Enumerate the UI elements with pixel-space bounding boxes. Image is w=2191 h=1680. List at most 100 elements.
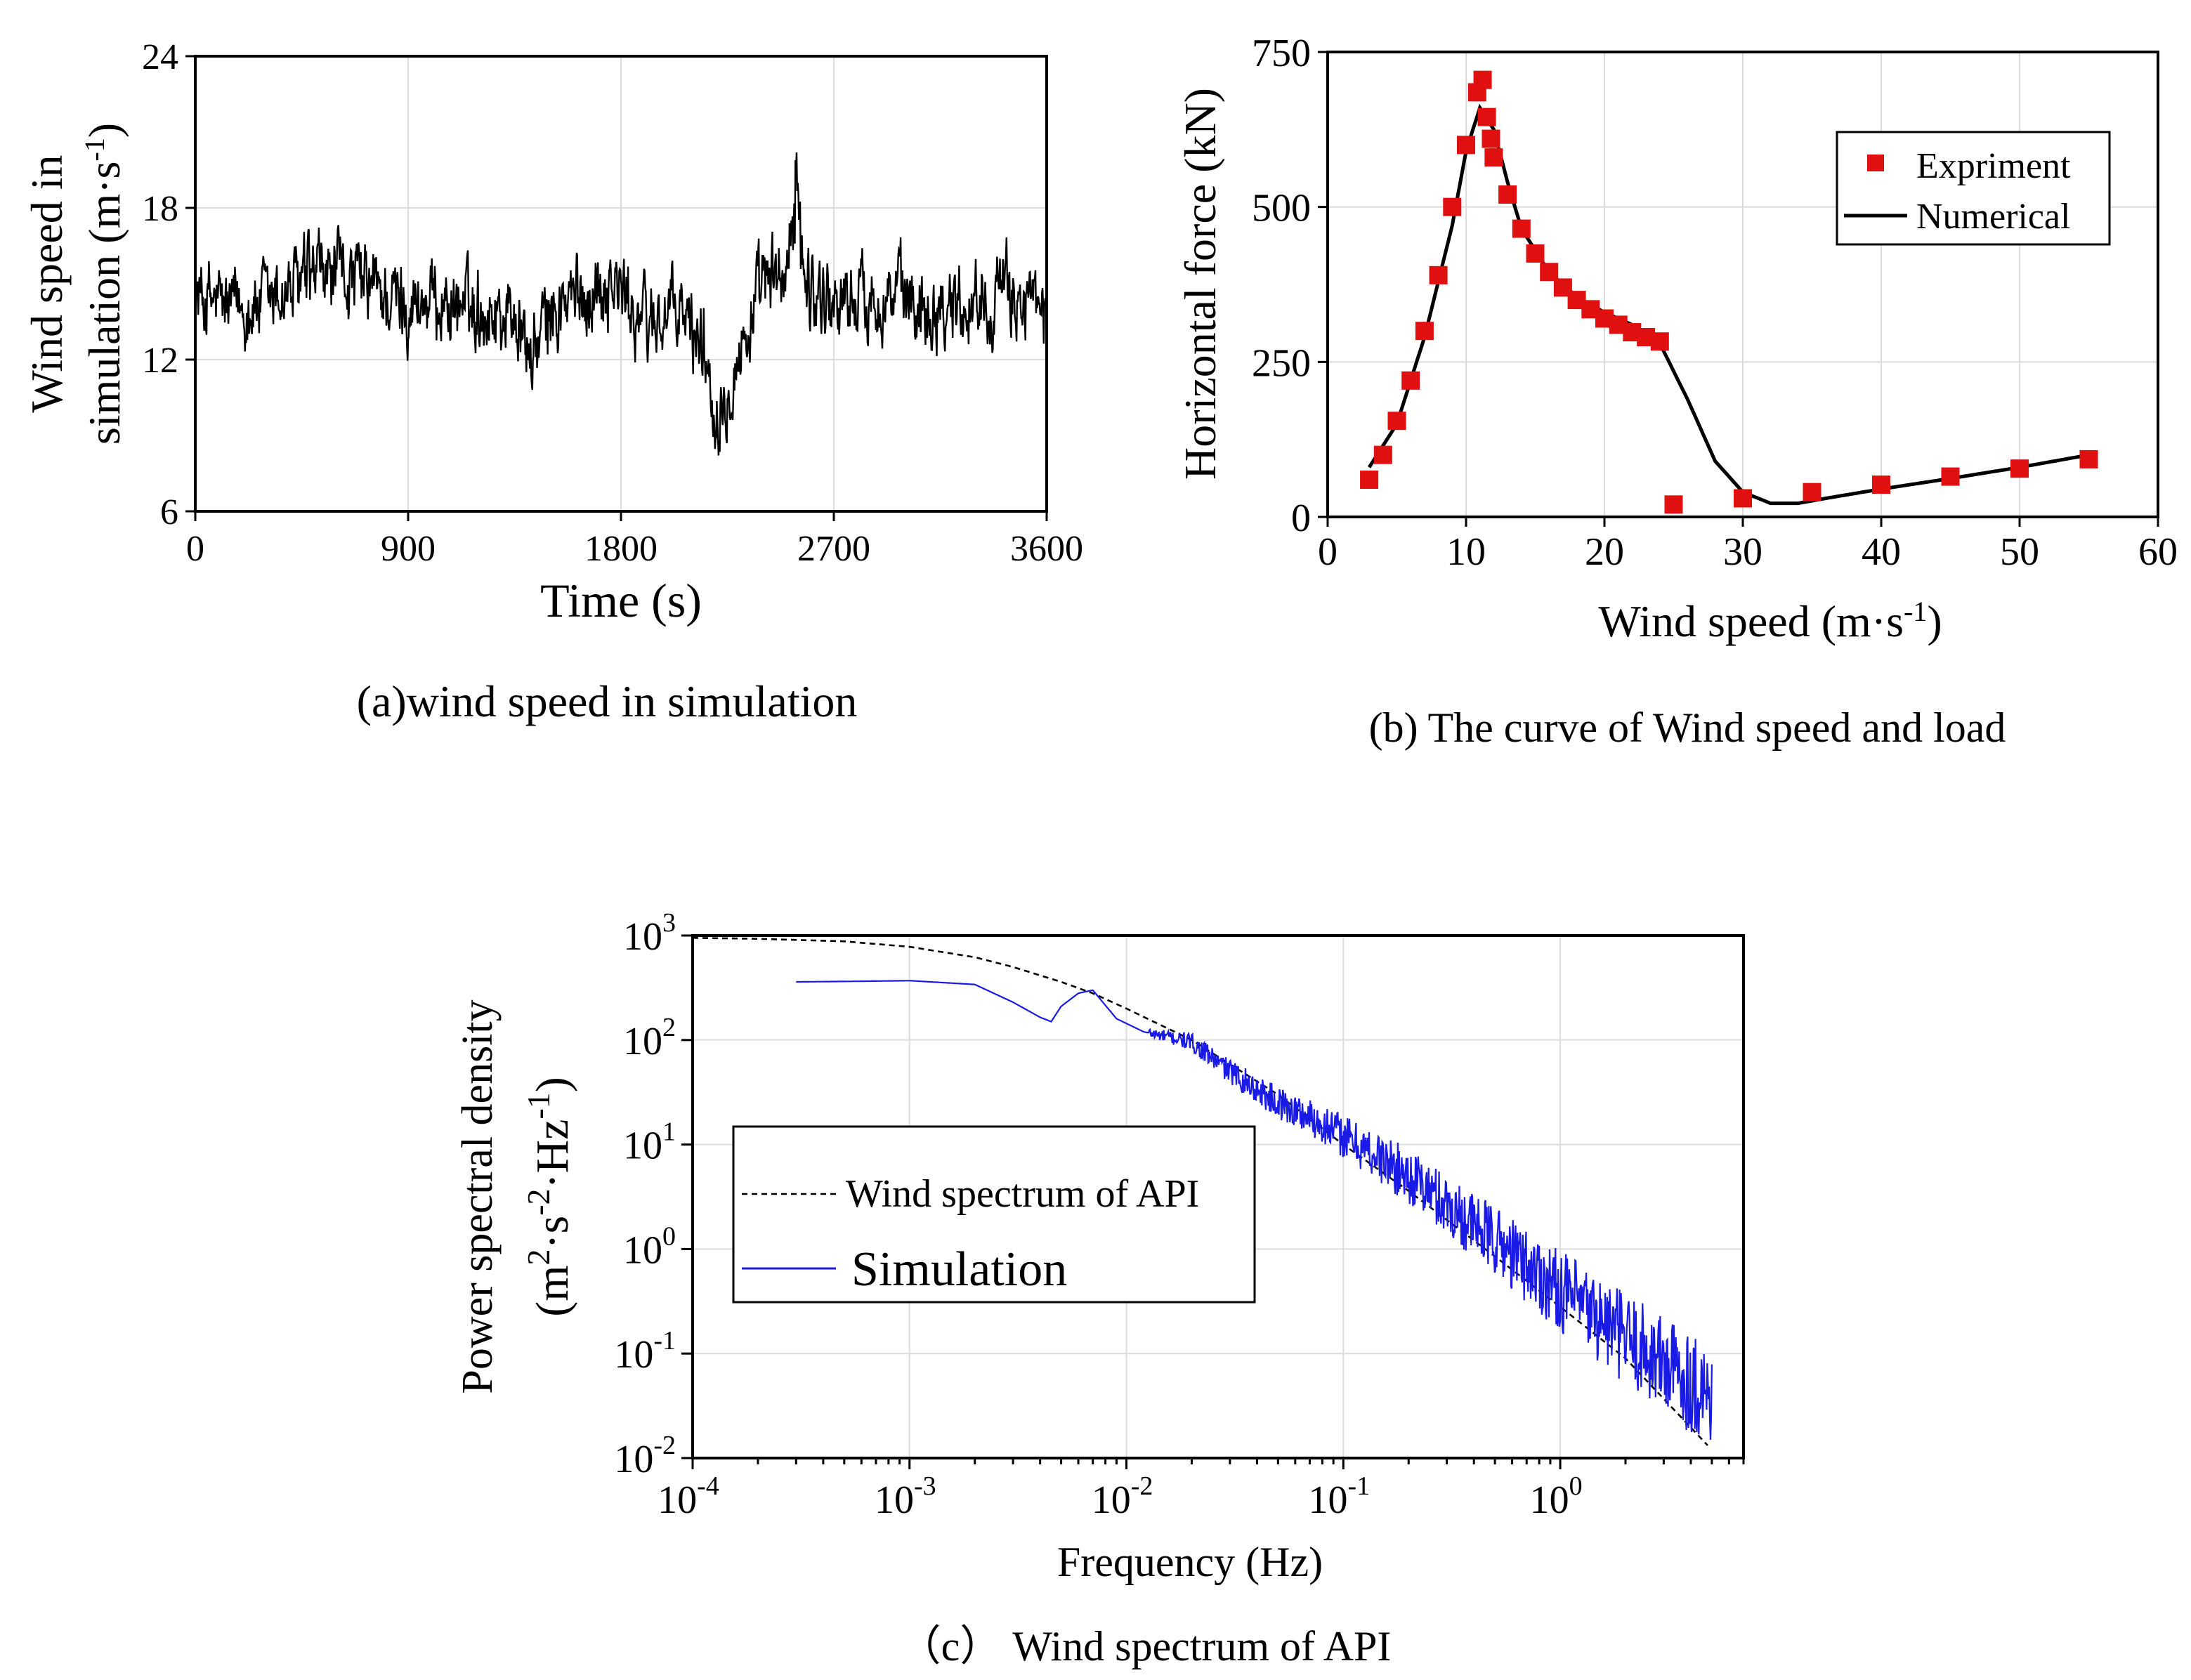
panel-c-simulation-curve <box>796 980 1713 1441</box>
panel-b-experiment-point <box>1512 219 1531 238</box>
panel-a-xtick-label: 900 <box>381 529 436 569</box>
panel-b-experiment-point <box>1872 475 1890 494</box>
panel-c-xtick-exp: -4 <box>697 1471 719 1501</box>
panel-a-xtick-label: 1800 <box>584 529 658 569</box>
panel-b-xlabel-end: ) <box>1927 596 1942 646</box>
panel-b-legend-label-expriment: Expriment <box>1916 146 2071 186</box>
panel-c-xtick-exp: -2 <box>1131 1471 1153 1501</box>
panel-b-experiment-point <box>1360 471 1379 489</box>
panel-b-legend-label-numerical: Numerical <box>1916 197 2070 237</box>
panel-b-xtick-label: 10 <box>1446 530 1486 574</box>
panel-b-ytick-label: 750 <box>1252 32 1311 75</box>
panel-c-ytick-label: 100 <box>623 1221 676 1272</box>
panel-c-xtick-base: 10 <box>658 1478 697 1522</box>
panel-c-ytick-exp: 0 <box>662 1221 676 1251</box>
panel-b-ytick-label: 250 <box>1252 341 1311 385</box>
panel-b-experiment-point <box>1457 136 1475 155</box>
panel-c-ylabel-line1: Power spectral density <box>454 999 502 1393</box>
panel-c-legend: Wind spectrum of API Simulation <box>732 1125 1256 1304</box>
panel-a-ytick-label: 6 <box>160 492 178 532</box>
panel-a-ytick-label: 24 <box>142 37 178 77</box>
panel-c-ytick-base: 10 <box>614 1438 653 1481</box>
panel-c-xtick-label: 100 <box>1530 1471 1583 1522</box>
panel-b-xtick-label: 20 <box>1585 530 1624 574</box>
panel-b-experiment-point <box>1482 129 1500 148</box>
panel-b-experiment-point <box>2079 449 2098 468</box>
panel-b-xlabel-text: Wind speed (m·s <box>1598 596 1904 646</box>
panel-c-ylabel-mid: ·s <box>527 1216 578 1249</box>
panel-a-wind-speed-timeseries: 0 900 1800 2700 3600 6 12 18 24 Time (s) Wind sp… <box>22 37 1083 726</box>
panel-c-xtick-base: 10 <box>875 1478 914 1522</box>
panel-c-ytick-label: 103 <box>623 908 676 959</box>
panel-b-experiment-point <box>1401 371 1420 390</box>
panel-a-ylabel-end: ) <box>79 123 129 138</box>
panel-c-xtick-exp: 0 <box>1569 1471 1583 1501</box>
panel-c-ylabel-sup3: -1 <box>521 1092 556 1119</box>
panel-a-ylabel-line1: Wind speed in <box>22 155 72 412</box>
panel-a-wind-speed-series <box>194 152 1048 456</box>
panel-c-ytick-exp: 1 <box>662 1117 676 1147</box>
panel-c-xtick-label: 10-1 <box>1308 1471 1370 1522</box>
panel-c-ytick-exp: -2 <box>653 1431 676 1460</box>
panel-b-grid <box>1328 52 2158 517</box>
panel-c-legend-label-sim: Simulation <box>851 1242 1067 1297</box>
panel-a-grid <box>195 56 1047 511</box>
panel-c-legend-box <box>732 1125 1256 1304</box>
panel-c-api-spectrum-curve <box>692 937 1708 1446</box>
panel-c-caption: （c） Wind spectrum of API <box>899 1623 1392 1669</box>
panel-b-experiment-point <box>1477 107 1496 126</box>
panel-b-caption: (b) The curve of Wind speed and load <box>1369 704 2006 751</box>
panel-b-experiment-point <box>1526 244 1545 263</box>
panel-b-experiment-point <box>1473 70 1492 89</box>
panel-c-ylabel-sup2: -2 <box>521 1188 556 1215</box>
panel-c-xtick-base: 10 <box>1530 1478 1569 1522</box>
panel-c-ylabel-line2: (m2·s-2·Hz-1) <box>521 1077 578 1317</box>
panel-b-experiment-point <box>1498 185 1517 204</box>
panel-b-xlabel: Wind speed (m·s-1) <box>1598 596 1942 646</box>
panel-a-ytick-label: 18 <box>142 189 178 229</box>
panel-c-ylabel-text: (m <box>527 1265 578 1316</box>
panel-c-xtick-base: 10 <box>1308 1478 1347 1522</box>
panel-c-ytick-exp: 3 <box>662 908 676 938</box>
panel-c-ylabel-mid2: ·Hz <box>527 1120 578 1189</box>
panel-b-xtick-label: 50 <box>2000 530 2039 574</box>
panel-a-xtick-label: 0 <box>186 529 204 569</box>
panel-c-ytick-label: 102 <box>623 1013 676 1063</box>
panel-b-xlabel-sup: -1 <box>1904 596 1927 627</box>
panel-c-xtick-label: 10-3 <box>875 1471 936 1522</box>
panel-b-legend-box <box>1836 131 2111 246</box>
panel-a-caption: (a)wind speed in simulation <box>357 676 858 726</box>
panel-b-xtick-label: 60 <box>2138 530 2178 574</box>
panel-b-xtick-label: 30 <box>1723 530 1762 574</box>
panel-b-ytick-label: 500 <box>1252 187 1311 230</box>
panel-c-ytick-base: 10 <box>623 1124 662 1168</box>
panel-b-experiment-point <box>1429 265 1448 284</box>
panel-a-xtick-label: 2700 <box>797 529 870 569</box>
panel-c-ytick-base: 10 <box>623 915 662 959</box>
panel-b-ytick-label: 0 <box>1291 497 1311 540</box>
panel-b-experiment-point <box>1373 445 1392 464</box>
panel-a-xtick-label: 3600 <box>1010 529 1083 569</box>
panel-b-experiment-points <box>1360 70 2098 514</box>
panel-b-xtick-label: 40 <box>1862 530 1901 574</box>
panel-c-ylabel-sup1: 2 <box>521 1249 556 1265</box>
panel-a-ylabel-sup: -1 <box>79 138 110 161</box>
panel-c-frame <box>691 934 1745 1459</box>
panel-c-ytick-exp: -1 <box>653 1326 676 1356</box>
panel-c-ytick-base: 10 <box>623 1228 662 1272</box>
panel-b-experiment-point <box>2010 459 2029 478</box>
panel-b-experiment-point <box>1484 148 1503 167</box>
panel-b-experiment-point <box>1734 489 1752 508</box>
panel-c-xtick-base: 10 <box>1092 1478 1131 1522</box>
panel-c-ytick-base: 10 <box>623 1020 662 1063</box>
panel-b-ticks: 0 10 20 30 40 50 60 0 250 500 750 <box>1252 32 2178 574</box>
panel-c-ytick-label: 10-2 <box>614 1431 676 1481</box>
panel-b-experiment-point <box>1664 495 1683 514</box>
panel-c-xtick-label: 10-2 <box>1092 1471 1153 1522</box>
panel-a-ylabel-line2: simulation (m·s-1) <box>79 123 129 445</box>
panel-c-ytick-exp: 2 <box>662 1013 676 1042</box>
panel-a-ylabel-text: simulation (m·s <box>79 162 129 445</box>
panel-a-xlabel: Time (s) <box>540 574 702 627</box>
panel-c-xtick-exp: -3 <box>914 1471 936 1501</box>
